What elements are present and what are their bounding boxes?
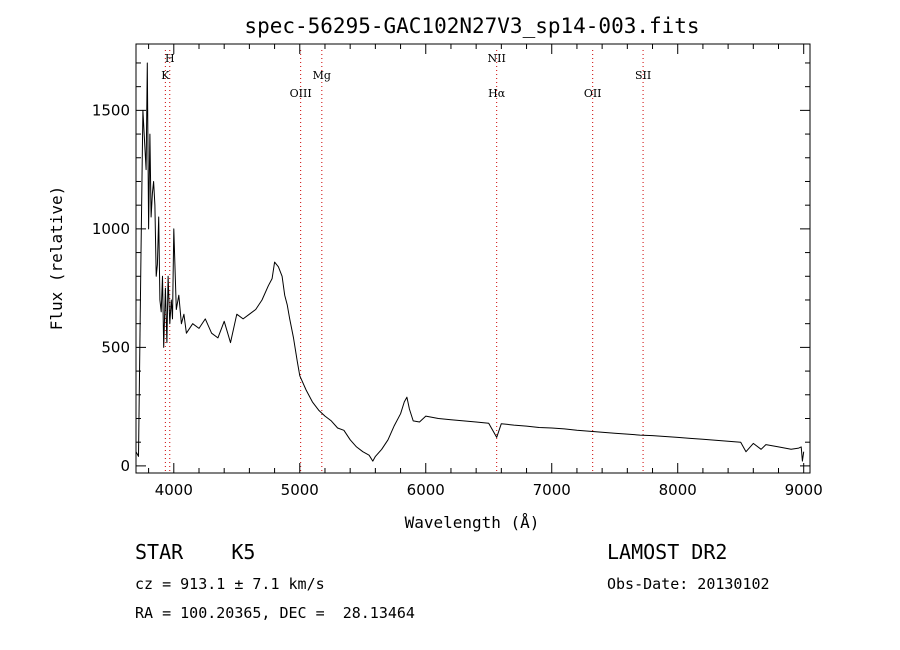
object-type: STAR K5 — [135, 540, 256, 564]
marker-label-5: Hα — [488, 87, 506, 100]
y-tick-label-1500: 1500 — [92, 101, 130, 119]
marker-label-0: H — [165, 52, 175, 65]
observation-date: Obs-Date: 20130102 — [607, 575, 770, 593]
spectrum-series-line — [135, 62, 805, 462]
marker-label-1: K — [161, 69, 170, 82]
x-axis-label: Wavelength (Å) — [405, 513, 540, 532]
redshift-velocity: cz = 913.1 ± 7.1 km/s — [135, 575, 325, 593]
x-tick-label-6000: 6000 — [407, 481, 445, 499]
line-markers — [164, 50, 644, 473]
x-axis: 4000 5000 6000 7000 8000 9000 — [148, 44, 823, 499]
marker-label-3: Mg — [313, 69, 331, 82]
coordinates: RA = 100.20365, DEC = 28.13464 — [135, 604, 415, 622]
plot-frame — [135, 43, 811, 474]
survey-name: LAMOST DR2 — [607, 540, 728, 564]
x-tick-label-4000: 4000 — [155, 481, 193, 499]
y-tick-label-500: 500 — [101, 338, 130, 356]
x-tick-label-8000: 8000 — [659, 481, 697, 499]
marker-label-2: OIII — [290, 87, 312, 100]
marker-label-7: SII — [635, 69, 651, 82]
marker-label-4: NII — [488, 52, 506, 65]
marker-label-6: OII — [584, 87, 602, 100]
x-tick-label-5000: 5000 — [281, 481, 319, 499]
x-tick-label-7000: 7000 — [533, 481, 571, 499]
y-tick-label-1000: 1000 — [92, 220, 130, 238]
y-axis-label: Flux (relative) — [47, 186, 66, 331]
y-tick-label-0: 0 — [120, 457, 130, 475]
x-tick-label-9000: 9000 — [785, 481, 823, 499]
chart-title: spec-56295-GAC102N27V3_sp14-003.fits — [244, 14, 699, 38]
y-axis: 0 500 1000 1500 — [92, 62, 810, 475]
